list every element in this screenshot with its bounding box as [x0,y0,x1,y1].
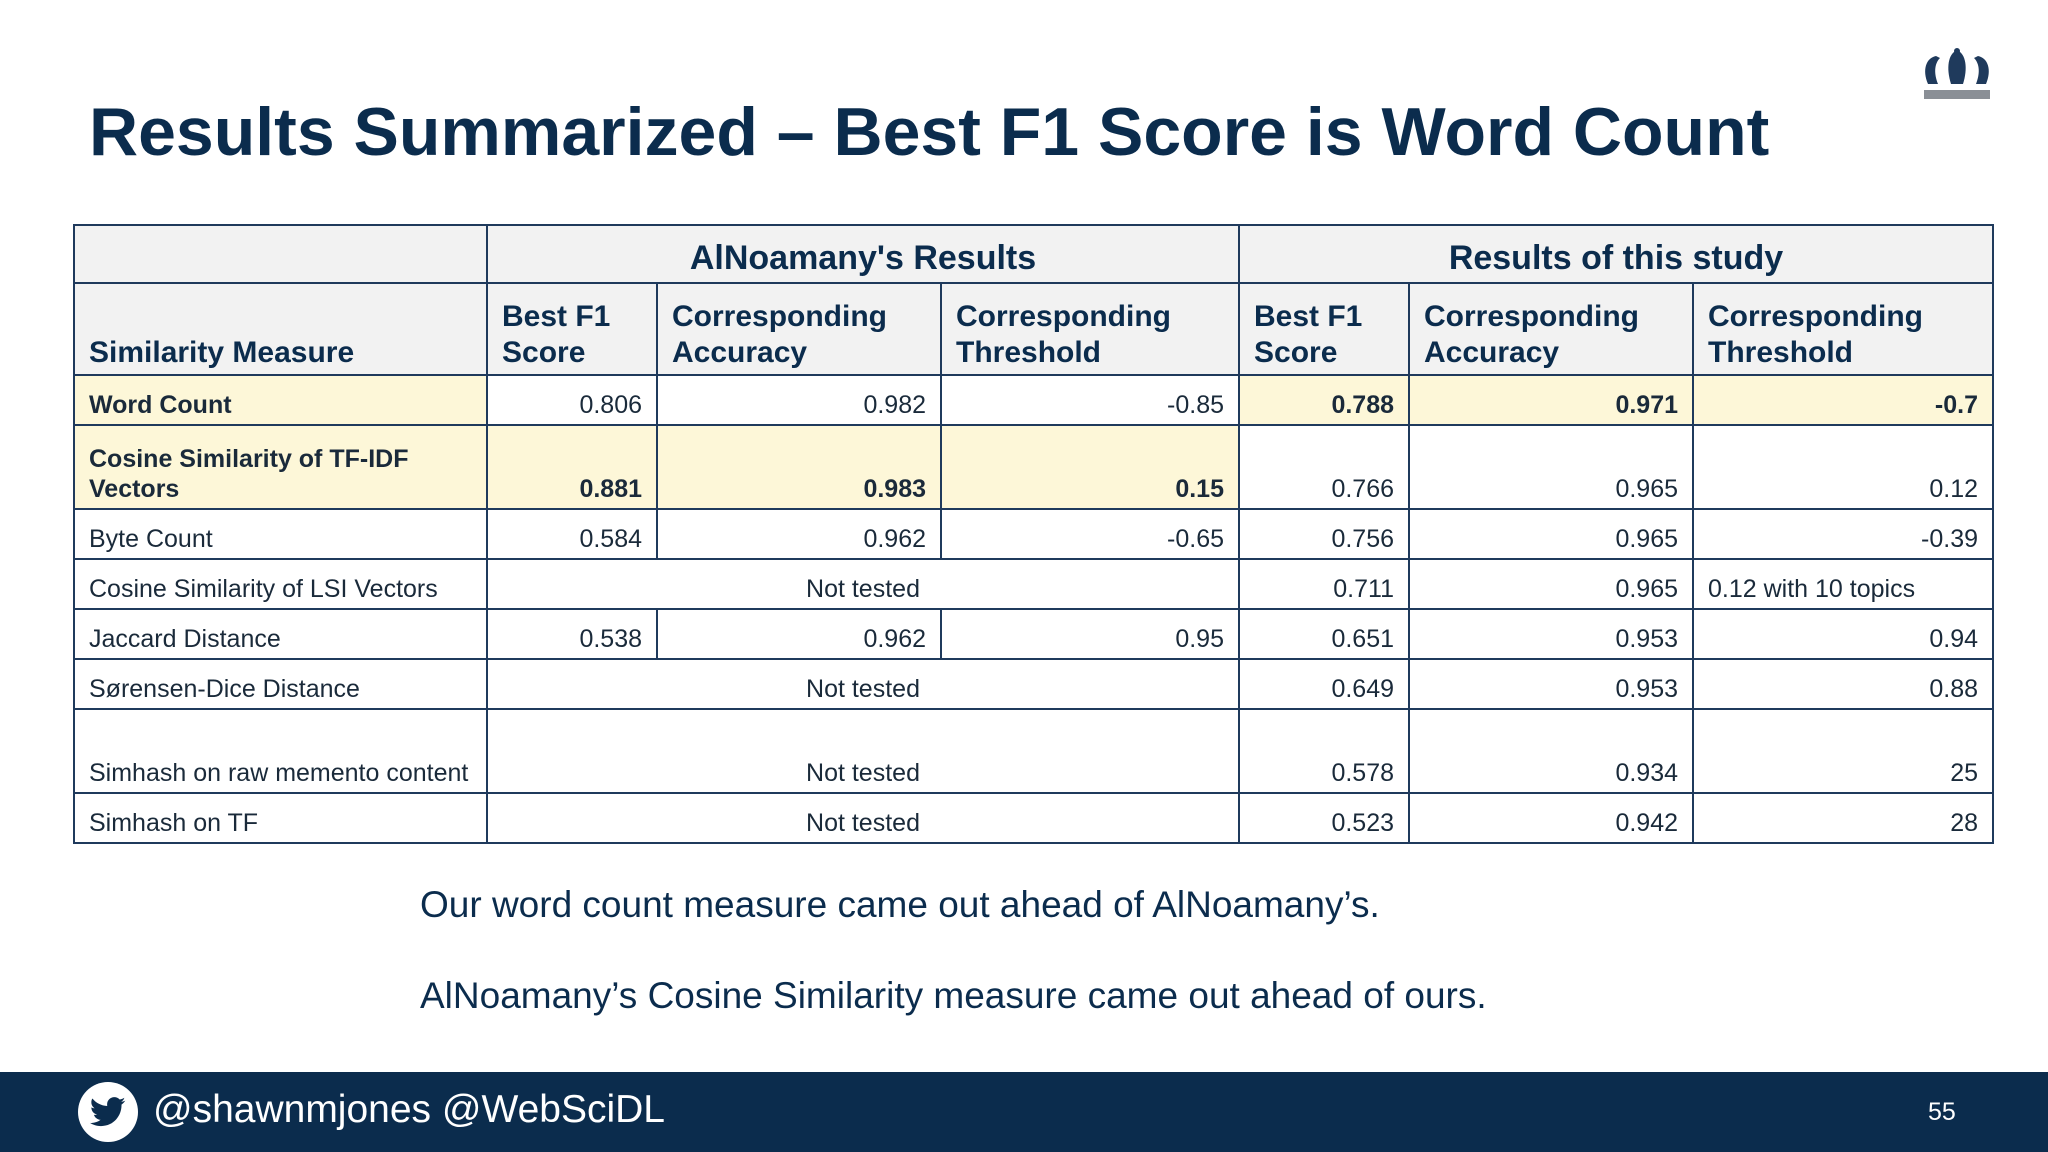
group-header-row: AlNoamany's Results Results of this stud… [73,224,1995,284]
this-study-results-header: Results of this study [1237,224,1995,284]
not-tested-cell: Not tested [486,658,1240,710]
measure-name: Sørensen-Dice Distance [73,658,488,710]
study-threshold-value: 0.94 [1691,608,1995,660]
study-threshold-value: -0.39 [1691,508,1995,560]
table-row-simhash-tf: Simhash on TF Not tested 0.523 0.942 28 [73,792,1995,844]
alnoamany-accuracy-value: 0.983 [656,424,942,510]
summary-note: Our word count measure came out ahead of… [420,884,1380,925]
alnoamany-accuracy-value: 0.962 [656,608,942,660]
alnoamany-f1-value: 0.806 [486,374,658,426]
table-row-byte-count: Byte Count 0.584 0.962 -0.65 0.756 0.965… [73,508,1995,560]
study-accuracy-value: 0.965 [1408,558,1694,610]
study-threshold-value: 0.12 with 10 topics [1691,558,1995,610]
alnoamany-f1-value: 0.584 [486,508,658,560]
study-f1-value: 0.711 [1238,558,1410,610]
alnoamany-threshold-value: -0.65 [940,508,1240,560]
similarity-measure-header: Similarity Measure [73,282,488,376]
slide-title: Results Summarized – Best F1 Score is Wo… [89,94,1770,170]
table-row-sorensen-dice: Sørensen-Dice Distance Not tested 0.649 … [73,658,1995,710]
footer-bar: @shawnmjones @WebSciDL 55 [0,1072,2048,1152]
study-accuracy-header: Corresponding Accuracy [1408,282,1694,376]
study-accuracy-value: 0.971 [1408,374,1694,426]
alnoamany-f1-value: 0.538 [486,608,658,660]
study-f1-value: 0.578 [1238,708,1410,794]
alnoamany-accuracy-value: 0.962 [656,508,942,560]
table-row-cosine-tfidf: Cosine Similarity of TF-IDF Vectors 0.88… [73,424,1995,510]
not-tested-cell: Not tested [486,558,1240,610]
alnoamany-threshold-value: 0.15 [940,424,1240,510]
alnoamany-f1-value: 0.881 [486,424,658,510]
study-f1-value: 0.649 [1238,658,1410,710]
study-threshold-header: Corresponding Threshold [1691,282,1995,376]
measure-name: Jaccard Distance [73,608,488,660]
results-table: AlNoamany's Results Results of this stud… [73,224,1995,844]
alnoamany-accuracy-value: 0.982 [656,374,942,426]
study-threshold-value: 0.12 [1691,424,1995,510]
study-f1-value: 0.523 [1238,792,1410,844]
summary-note: AlNoamany’s Cosine Similarity measure ca… [420,975,1487,1016]
study-accuracy-value: 0.965 [1408,508,1694,560]
alnoamany-accuracy-header: Corresponding Accuracy [656,282,942,376]
page-number: 55 [1928,1098,1956,1126]
table-row-jaccard: Jaccard Distance 0.538 0.962 0.95 0.651 … [73,608,1995,660]
study-threshold-value: 28 [1691,792,1995,844]
study-accuracy-value: 0.965 [1408,424,1694,510]
study-f1-value: 0.651 [1238,608,1410,660]
twitter-bird-icon [78,1082,138,1142]
column-header-row: Similarity Measure Best F1 Score Corresp… [73,282,1995,376]
alnoamany-threshold-value: 0.95 [940,608,1240,660]
alnoamany-results-header: AlNoamany's Results [486,224,1240,284]
study-accuracy-value: 0.953 [1408,658,1694,710]
not-tested-cell: Not tested [486,792,1240,844]
measure-name: Simhash on TF [73,792,488,844]
measure-name: Word Count [73,374,488,426]
measure-name: Byte Count [73,508,488,560]
study-threshold-value: 0.88 [1691,658,1995,710]
study-threshold-value: 25 [1691,708,1995,794]
alnoamany-threshold-value: -0.85 [940,374,1240,426]
not-tested-cell: Not tested [486,708,1240,794]
alnoamany-threshold-header: Corresponding Threshold [940,282,1240,376]
study-f1-value: 0.766 [1238,424,1410,510]
table-row-cosine-lsi: Cosine Similarity of LSI Vectors Not tes… [73,558,1995,610]
study-f1-value: 0.756 [1238,508,1410,560]
table-row-simhash-raw: Simhash on raw memento content Not teste… [73,708,1995,794]
study-f1-value: 0.788 [1238,374,1410,426]
measure-name: Cosine Similarity of TF-IDF Vectors [73,424,488,510]
social-handles[interactable]: @shawnmjones @WebSciDL [153,1088,665,1131]
empty-corner-cell [73,224,488,284]
study-accuracy-value: 0.934 [1408,708,1694,794]
study-accuracy-value: 0.942 [1408,792,1694,844]
table-row-word-count: Word Count 0.806 0.982 -0.85 0.788 0.971… [73,374,1995,426]
study-accuracy-value: 0.953 [1408,608,1694,660]
measure-name: Simhash on raw memento content [73,708,488,794]
alnoamany-f1-header: Best F1 Score [486,282,658,376]
study-threshold-value: -0.7 [1691,374,1995,426]
measure-name: Cosine Similarity of LSI Vectors [73,558,488,610]
crown-logo-icon [1924,48,1990,99]
study-f1-header: Best F1 Score [1238,282,1410,376]
